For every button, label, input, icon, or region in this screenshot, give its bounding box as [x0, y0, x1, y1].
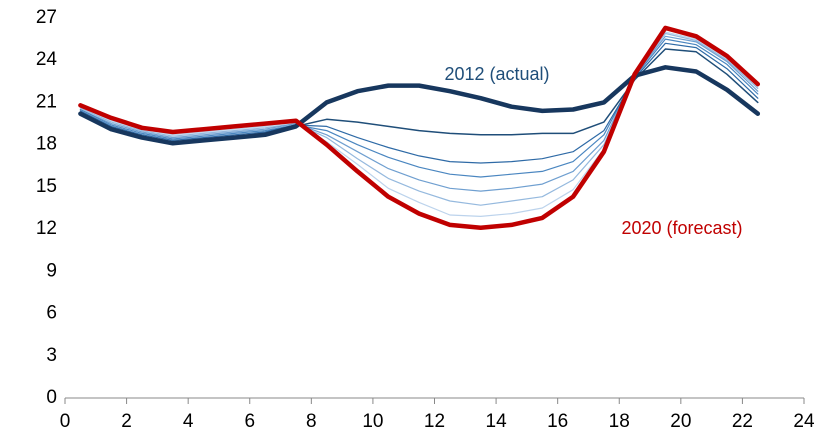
y-tick-label: 21: [36, 91, 57, 112]
x-tick-label: 18: [609, 411, 630, 432]
series-line: [78, 65, 761, 146]
x-tick-label: 8: [306, 411, 317, 432]
series-line: [79, 42, 759, 164]
series-line: [79, 35, 759, 192]
y-tick-label: 0: [46, 387, 57, 408]
x-tick-label: 0: [60, 411, 71, 432]
x-tick-label: 20: [670, 411, 691, 432]
y-tick-label: 18: [36, 134, 57, 155]
y-tick-label: 15: [36, 176, 57, 197]
series-line: [79, 48, 759, 143]
x-tick-label: 10: [362, 411, 383, 432]
annotation: 2020 (forecast): [621, 218, 742, 238]
y-tick-label: 9: [46, 260, 57, 281]
y-tick-label: 24: [36, 49, 58, 70]
y-tick-label: 6: [46, 303, 57, 324]
y-tick-label: 27: [36, 7, 57, 28]
series-line: [79, 38, 759, 178]
x-tick-label: 4: [183, 411, 194, 432]
series-line: [79, 31, 759, 217]
x-tick-label: 14: [486, 411, 508, 432]
annotation: 2012 (actual): [444, 64, 549, 84]
y-tick-label: 12: [36, 218, 57, 239]
y-tick-label: 3: [46, 345, 57, 366]
x-tick-label: 2: [121, 411, 132, 432]
series-line: [78, 25, 761, 230]
x-tick-label: 22: [732, 411, 753, 432]
x-tick-label: 24: [793, 411, 815, 432]
x-tick-label: 6: [244, 411, 255, 432]
x-tick-label: 12: [424, 411, 445, 432]
x-tick-label: 16: [547, 411, 568, 432]
